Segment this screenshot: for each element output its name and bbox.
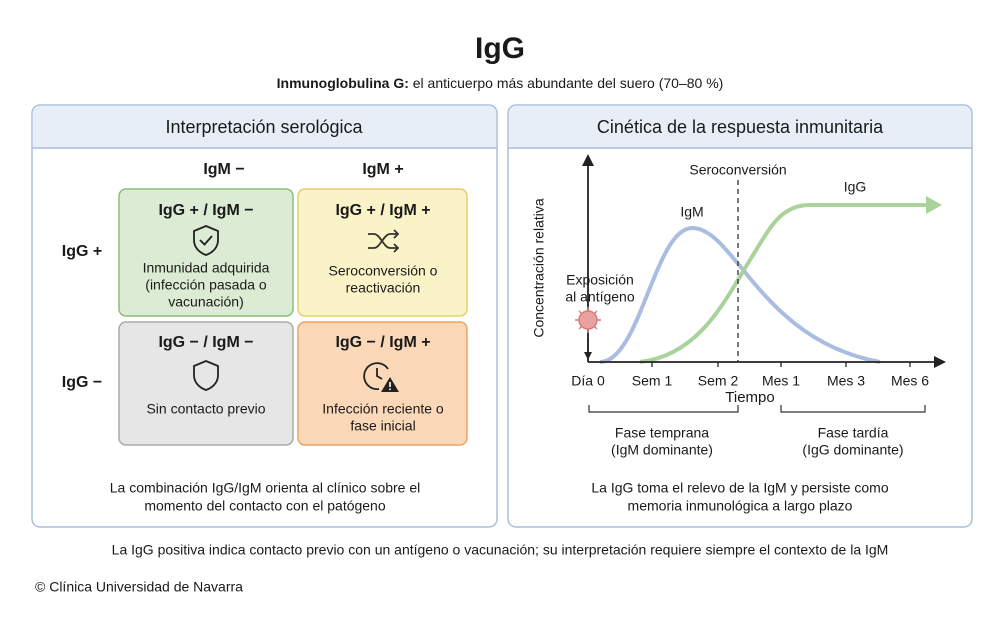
phase-bracket bbox=[780, 405, 926, 413]
x-label: Sem 2 bbox=[698, 373, 739, 389]
x-label: Día 0 bbox=[571, 373, 605, 389]
panel-footer: La combinación IgG/IgM orienta al clínic… bbox=[110, 480, 421, 496]
panel-header bbox=[508, 105, 972, 148]
cell-label: IgG + / IgM − bbox=[158, 202, 253, 219]
clock-warning-icon bbox=[363, 362, 399, 392]
phase-name: Fase tardía bbox=[818, 425, 889, 441]
title: IgG bbox=[475, 32, 525, 65]
x-ticks bbox=[651, 362, 911, 367]
x-axis-title: Tiempo bbox=[725, 389, 774, 406]
igm-curve bbox=[599, 225, 881, 364]
cell bbox=[118, 188, 294, 317]
row-header: IgG − bbox=[62, 374, 102, 391]
cell-text: Sin contacto previo bbox=[146, 401, 265, 417]
subtitle: Inmunoglobulina G: el anticuerpo más abu… bbox=[277, 75, 724, 91]
panel-header bbox=[32, 105, 497, 148]
exposure-label: al antígeno bbox=[565, 289, 634, 305]
panel-footer: memoria inmunológica a largo plazo bbox=[628, 498, 853, 514]
virus-icon bbox=[575, 307, 601, 333]
igm-label: IgM bbox=[680, 204, 703, 220]
shuffle-icon bbox=[368, 229, 400, 253]
cell-text: vacunación) bbox=[168, 294, 244, 310]
cell-text: (infección pasada o bbox=[145, 277, 267, 293]
cell-label: IgG − / IgM + bbox=[335, 334, 430, 351]
x-label: Mes 6 bbox=[891, 373, 929, 389]
exposure-label: Exposición bbox=[566, 272, 634, 288]
cell-label: IgG + / IgM + bbox=[335, 202, 430, 219]
cell bbox=[118, 321, 294, 446]
exposure-arrowhead bbox=[584, 352, 592, 360]
right-panel: Cinética de la respuesta inmunitaria Día… bbox=[507, 104, 973, 528]
credit: © Clínica Universidad de Navarra bbox=[35, 579, 243, 595]
phase-detail: (IgM dominante) bbox=[611, 442, 713, 458]
y-axis-arrow bbox=[582, 154, 594, 166]
cell-text: fase inicial bbox=[350, 418, 415, 434]
cell-text: Infección reciente o bbox=[322, 401, 444, 417]
x-label: Mes 1 bbox=[762, 373, 800, 389]
cell bbox=[297, 188, 468, 317]
row-header: IgG + bbox=[62, 243, 102, 260]
igg-label: IgG bbox=[844, 179, 867, 195]
subtitle-text: el anticuerpo más abundante del suero (7… bbox=[413, 75, 724, 91]
shield-check-icon bbox=[193, 225, 219, 256]
panel-footer: momento del contacto con el patógeno bbox=[144, 498, 385, 514]
panel-title: Interpretación serológica bbox=[165, 117, 363, 137]
seroconversion-label: Seroconversión bbox=[689, 162, 786, 178]
igg-arrow bbox=[926, 196, 942, 214]
cell-text: reactivación bbox=[346, 280, 421, 296]
x-label: Sem 1 bbox=[632, 373, 673, 389]
x-label: Mes 3 bbox=[827, 373, 865, 389]
cell bbox=[297, 321, 468, 446]
phase-bracket bbox=[588, 405, 739, 413]
check bbox=[199, 235, 213, 246]
y-axis-title: Concentración relativa bbox=[531, 198, 547, 338]
phase-name: Fase temprana bbox=[615, 425, 709, 441]
cell-text: Inmunidad adquirida bbox=[143, 260, 270, 276]
panel-title: Cinética de la respuesta inmunitaria bbox=[597, 117, 884, 137]
igg-curve bbox=[639, 203, 928, 364]
cell-label: IgG − / IgM − bbox=[158, 334, 253, 351]
col-header: IgM + bbox=[362, 161, 403, 178]
col-header: IgM − bbox=[203, 161, 244, 178]
panel-footer: La IgG toma el relevo de la IgM y persis… bbox=[591, 480, 888, 496]
subtitle-bold: Inmunoglobulina G: bbox=[277, 75, 409, 91]
footnote: La IgG positiva indica contacto previo c… bbox=[112, 542, 889, 558]
panel-frame bbox=[507, 104, 973, 528]
cell-text: Seroconversión o bbox=[329, 263, 438, 279]
x-axis-arrow bbox=[934, 356, 946, 368]
shield-icon bbox=[193, 360, 219, 391]
phase-detail: (IgG dominante) bbox=[802, 442, 903, 458]
left-panel: Interpretación serológica IgM − IgM + Ig… bbox=[31, 104, 498, 528]
